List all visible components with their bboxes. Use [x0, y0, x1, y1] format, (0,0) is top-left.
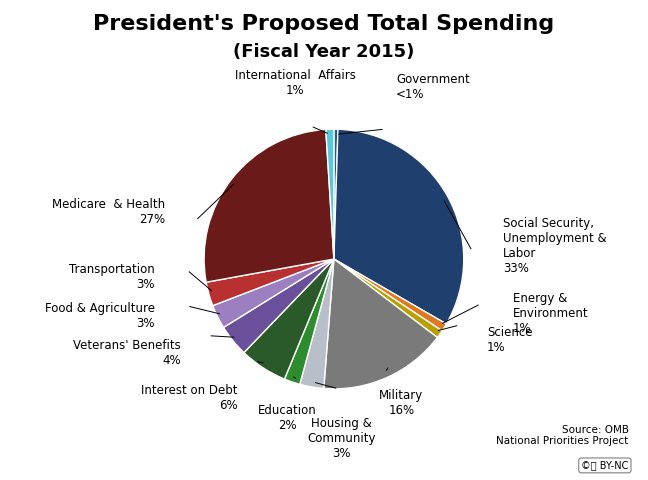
- Text: President's Proposed Total Spending: President's Proposed Total Spending: [93, 14, 555, 35]
- Text: Energy &
Environment
1%: Energy & Environment 1%: [513, 292, 588, 335]
- Text: (Fiscal Year 2015): (Fiscal Year 2015): [233, 43, 415, 61]
- Text: Science
1%: Science 1%: [487, 325, 533, 353]
- Text: International  Affairs
1%: International Affairs 1%: [235, 69, 355, 97]
- Text: Government
<1%: Government <1%: [396, 72, 470, 101]
- Text: Housing &
Community
3%: Housing & Community 3%: [307, 418, 376, 460]
- Text: Interest on Debt
6%: Interest on Debt 6%: [141, 384, 238, 412]
- Wedge shape: [334, 129, 338, 259]
- Text: Social Security,
Unemployment &
Labor
33%: Social Security, Unemployment & Labor 33…: [503, 217, 607, 275]
- Wedge shape: [206, 259, 334, 306]
- Wedge shape: [244, 259, 334, 379]
- Wedge shape: [204, 130, 334, 282]
- Wedge shape: [300, 259, 334, 388]
- Text: Medicare  & Health
27%: Medicare & Health 27%: [52, 198, 165, 226]
- Text: ©Ⓒ BY-NC: ©Ⓒ BY-NC: [581, 460, 629, 470]
- Wedge shape: [334, 259, 442, 337]
- Wedge shape: [334, 129, 464, 324]
- Wedge shape: [213, 259, 334, 327]
- Text: Source: OMB
National Priorities Project: Source: OMB National Priorities Project: [496, 425, 629, 446]
- Wedge shape: [224, 259, 334, 353]
- Text: Education
2%: Education 2%: [258, 405, 316, 432]
- Wedge shape: [326, 129, 334, 259]
- Wedge shape: [334, 259, 446, 331]
- Wedge shape: [284, 259, 334, 384]
- Text: Veterans' Benefits
4%: Veterans' Benefits 4%: [73, 338, 181, 367]
- Text: Food & Agriculture
3%: Food & Agriculture 3%: [45, 302, 155, 330]
- Text: Military
16%: Military 16%: [379, 389, 424, 417]
- Text: Transportation
3%: Transportation 3%: [69, 263, 155, 291]
- Wedge shape: [324, 259, 437, 389]
